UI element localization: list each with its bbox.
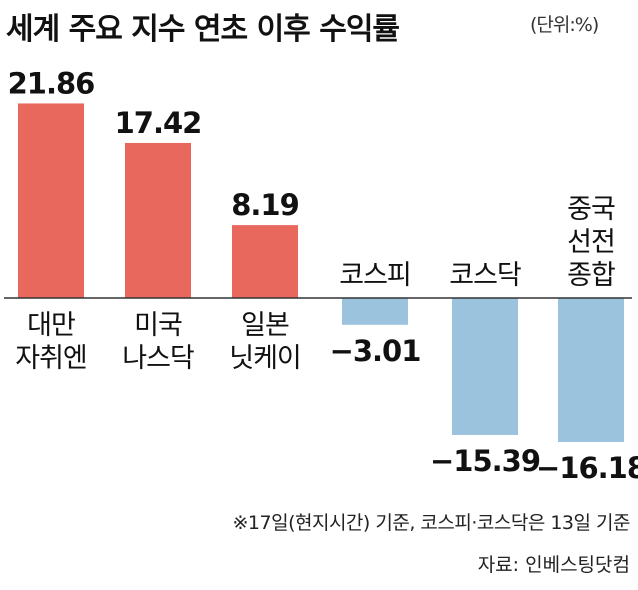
value-label-6: −16.18 <box>536 451 638 485</box>
value-label-2: 17.42 <box>115 106 202 140</box>
bar-4 <box>342 298 408 325</box>
bar-3 <box>232 225 298 298</box>
category-label-3-line-2: 닛케이 <box>229 343 301 374</box>
value-label-5: −15.39 <box>430 444 540 478</box>
source-note: 자료: 인베스팅닷컴 <box>477 554 630 576</box>
category-label-2-line-2: 나스닥 <box>122 343 194 374</box>
value-label-3: 8.19 <box>231 188 299 222</box>
category-label-5-line-1: 코스닥 <box>449 260 521 291</box>
bar-2 <box>125 142 191 298</box>
bar-6 <box>558 298 624 443</box>
chart-title: 세계 주요 지수 연초 이후 수익률 <box>6 12 400 47</box>
footnote: ※17일(현지시간) 기준, 코스피·코스닥은 13일 기준 <box>232 512 631 534</box>
category-label-1-line-2: 자취엔 <box>15 343 87 374</box>
category-label-1-line-1: 대만 <box>27 310 75 341</box>
value-label-1: 21.86 <box>8 66 95 100</box>
value-label-4: −3.01 <box>330 334 421 368</box>
category-label-3-line-1: 일본 <box>241 310 289 341</box>
category-label-4-line-1: 코스피 <box>339 260 411 291</box>
category-label-2-line-1: 미국 <box>134 310 182 341</box>
unit-label: (단위:%) <box>530 14 599 36</box>
category-label-6-line-2: 선전 <box>567 227 615 258</box>
category-label-6-line-3: 종합 <box>567 260 615 291</box>
category-label-6-line-1: 중국 <box>567 194 615 225</box>
bar-5 <box>452 298 518 435</box>
bar-1 <box>18 103 84 298</box>
